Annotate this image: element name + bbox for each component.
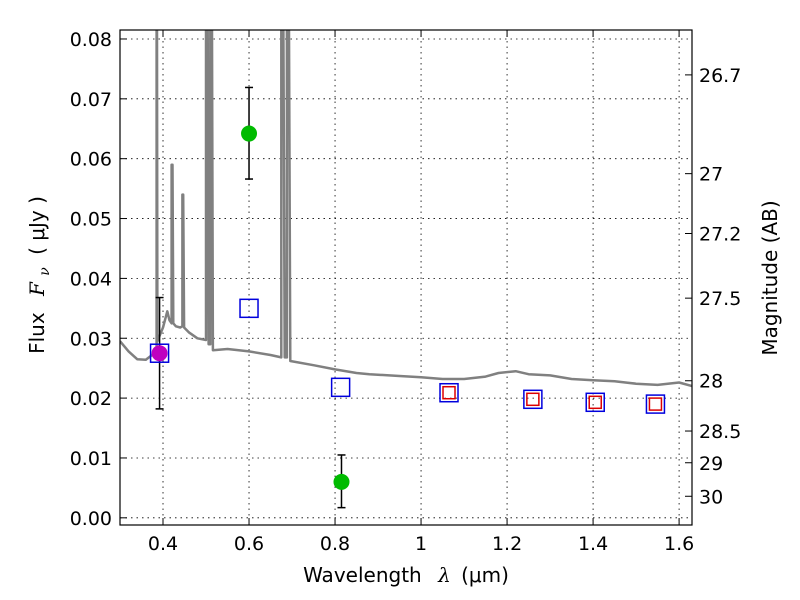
grid <box>120 30 692 525</box>
x-axis-title-text: Wavelength <box>303 563 422 587</box>
model-band-marker <box>442 385 456 400</box>
photometry-point <box>333 473 350 490</box>
y2-tick-label: 28 <box>699 371 723 393</box>
x-tick-label: 0.4 <box>148 533 178 555</box>
y-tick-label: 0.08 <box>70 29 112 51</box>
y-tick-label: 0.01 <box>70 448 112 470</box>
y2-tick-label: 29 <box>699 453 723 475</box>
x-tick-label: 0.8 <box>320 533 350 555</box>
band-flux-marker <box>645 394 666 414</box>
model-band-marker <box>648 397 663 411</box>
plot-frame <box>119 29 693 526</box>
y-tick-label: 0.05 <box>70 209 112 231</box>
model-spectrum-line <box>120 30 692 388</box>
y-tick-label: 0.02 <box>70 388 112 410</box>
y-tick-label: 0.00 <box>70 508 112 530</box>
band-flux-marker <box>585 392 605 413</box>
y-tick-label: 0.04 <box>70 268 112 290</box>
x-tick-label: 1 <box>415 533 427 555</box>
y2-tick-label: 28.5 <box>699 421 741 443</box>
y2-tick-label: 27 <box>699 164 723 186</box>
y-axis-right: 26.7 27 27.2 27.5 28 28.5 29 30 <box>685 65 741 508</box>
y2-axis-title: Magnitude (AB) <box>758 200 782 355</box>
band-flux-marker <box>523 389 543 410</box>
x-tick-label: 1.2 <box>492 533 522 555</box>
series-layer <box>120 30 692 509</box>
y-axis-title-unit: ( μJy ) <box>25 196 49 255</box>
y-axis-left: 0.00 0.01 0.02 0.03 0.04 0.05 0.06 0.07 0.08 <box>70 29 127 530</box>
x-axis-title-symbol: λ <box>437 563 451 587</box>
x-tick-label: 0.6 <box>234 533 264 555</box>
y-tick-label: 0.03 <box>70 328 112 350</box>
y2-tick-label: 27.2 <box>699 224 741 246</box>
y2-tick-label: 30 <box>699 486 723 508</box>
band-flux-marker <box>239 298 259 319</box>
x-axis-title-unit: (μm) <box>461 563 509 587</box>
photometry-point <box>151 345 168 362</box>
y-axis-title-subscript: ν <box>37 267 53 276</box>
y-axis-title-text: Flux <box>25 312 49 354</box>
band-flux-marker <box>149 343 170 363</box>
x-axis-title: Wavelength λ (μm) <box>303 563 509 587</box>
y-axis-title-symbol: F <box>25 281 49 297</box>
band-flux-marker <box>330 377 351 398</box>
photometry-point <box>241 125 258 142</box>
y2-tick-label: 27.5 <box>699 288 741 310</box>
y-tick-label: 0.06 <box>70 149 112 171</box>
x-tick-label: 1.6 <box>664 533 694 555</box>
x-tick-label: 1.4 <box>578 533 608 555</box>
y-axis-title: Flux F ν ( μJy ) <box>25 196 54 354</box>
model-band-marker <box>588 395 602 410</box>
y2-tick-label: 26.7 <box>699 65 741 87</box>
x-axis: 0.4 0.6 0.8 1 1.2 1.4 1.6 <box>148 30 694 555</box>
band-flux-marker <box>439 382 459 403</box>
model-band-marker <box>526 392 540 407</box>
y-tick-label: 0.07 <box>70 89 112 111</box>
